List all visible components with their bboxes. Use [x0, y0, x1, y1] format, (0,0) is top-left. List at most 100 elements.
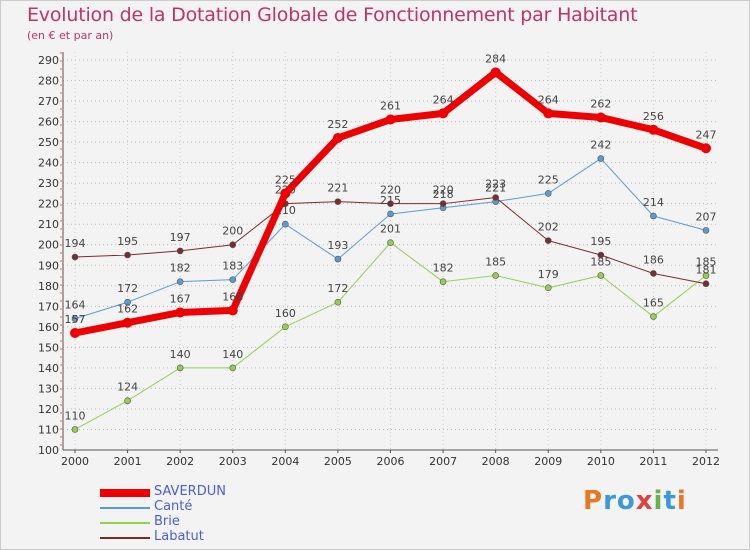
- data-point-labatut: [439, 200, 447, 207]
- data-point-cante: [387, 210, 394, 218]
- data-label-saverdun: 284: [485, 52, 506, 65]
- data-label-brie: 201: [380, 223, 401, 236]
- data-label-cante: 242: [590, 139, 611, 152]
- data-point-saverdun: [280, 188, 291, 199]
- data-label-saverdun: 261: [380, 100, 401, 113]
- data-point-cante: [282, 220, 289, 228]
- x-tick-label: 2008: [482, 455, 510, 468]
- legend-label: Canté: [154, 499, 193, 514]
- x-tick-label: 2010: [587, 455, 615, 468]
- data-point-brie: [650, 313, 657, 320]
- data-label-saverdun: 264: [538, 93, 559, 106]
- data-label-saverdun: 247: [696, 128, 717, 141]
- data-point-cante: [334, 255, 342, 263]
- data-label-cante: 207: [696, 210, 717, 223]
- data-label-brie: 124: [117, 381, 138, 394]
- data-label-labatut: 195: [590, 235, 611, 248]
- y-tick-label: 290: [38, 54, 59, 67]
- data-point-cante: [544, 190, 552, 197]
- legend-label: Labatut: [154, 529, 204, 544]
- y-tick-label: 200: [38, 239, 59, 252]
- data-label-brie: 140: [170, 348, 191, 361]
- data-point-brie: [71, 426, 79, 433]
- data-point-saverdun: [438, 108, 449, 119]
- data-point-labatut: [229, 241, 237, 249]
- y-tick-label: 160: [38, 321, 59, 334]
- data-point-saverdun: [122, 317, 133, 328]
- data-label-brie: 182: [433, 262, 454, 275]
- data-point-saverdun: [70, 328, 80, 338]
- y-tick-label: 210: [38, 218, 59, 231]
- logo-letter: r: [603, 486, 617, 516]
- y-tick-label: 140: [38, 362, 59, 375]
- data-label-labatut: 197: [170, 231, 191, 244]
- data-label-brie: 185: [696, 256, 717, 269]
- data-point-brie: [282, 323, 289, 331]
- data-label-saverdun: 168: [222, 290, 243, 303]
- legend-swatch: [100, 507, 150, 509]
- y-tick-label: 170: [38, 300, 59, 313]
- chart-subtitle: (en € et par an): [27, 29, 114, 42]
- data-point-brie: [176, 364, 184, 372]
- data-point-brie: [229, 364, 237, 372]
- data-label-brie: 160: [275, 307, 296, 320]
- data-point-saverdun: [332, 133, 343, 143]
- data-label-labatut: 202: [538, 221, 559, 234]
- data-label-saverdun: 252: [327, 118, 348, 131]
- data-point-brie: [439, 278, 447, 285]
- x-tick-label: 2001: [114, 455, 142, 468]
- proxiti-logo: Proxiti: [583, 486, 687, 516]
- data-point-saverdun: [227, 305, 238, 316]
- data-point-brie: [387, 239, 394, 246]
- logo-letter: i: [653, 486, 664, 516]
- data-point-saverdun: [385, 114, 396, 125]
- data-label-cante: 214: [643, 196, 664, 209]
- data-point-saverdun: [543, 108, 554, 119]
- legend-swatch: [100, 522, 150, 524]
- data-point-brie: [334, 298, 342, 306]
- data-point-saverdun: [648, 124, 659, 135]
- legend-swatch: [100, 537, 150, 539]
- y-tick-label: 150: [38, 341, 59, 354]
- y-tick-label: 270: [38, 95, 59, 108]
- data-point-labatut: [71, 253, 79, 261]
- data-point-cante: [124, 298, 131, 306]
- data-label-labatut: 195: [117, 235, 138, 248]
- x-tick-label: 2011: [639, 455, 667, 468]
- data-point-labatut: [650, 270, 657, 277]
- chart-title: Evolution de la Dotation Globale de Fonc…: [27, 4, 638, 26]
- data-label-brie: 185: [485, 256, 506, 269]
- y-tick-label: 120: [38, 403, 59, 416]
- line-chart: 1001101201301401501601701801902002102202…: [38, 52, 720, 468]
- data-label-cante: 183: [222, 260, 243, 273]
- data-label-saverdun: 225: [275, 173, 296, 186]
- data-point-labatut: [387, 200, 394, 207]
- data-point-cante: [650, 212, 657, 220]
- data-point-labatut: [176, 247, 184, 255]
- data-label-cante: 218: [433, 188, 454, 201]
- data-point-brie: [597, 272, 605, 279]
- y-tick-label: 100: [38, 444, 59, 457]
- data-point-labatut: [124, 251, 131, 259]
- logo-letter: t: [663, 486, 677, 516]
- data-label-saverdun: 264: [433, 93, 454, 106]
- data-point-cante: [176, 278, 184, 285]
- data-label-saverdun: 157: [65, 313, 86, 326]
- data-point-brie: [124, 397, 131, 405]
- data-point-saverdun: [490, 67, 501, 78]
- y-tick-label: 280: [38, 75, 59, 88]
- data-label-brie: 165: [643, 297, 664, 310]
- data-label-labatut: 220: [433, 184, 454, 197]
- data-point-brie: [702, 272, 710, 279]
- x-tick-label: 2009: [534, 455, 562, 468]
- legend-label: SAVERDUN: [154, 484, 226, 499]
- y-tick-label: 240: [38, 157, 59, 170]
- data-label-brie: 172: [327, 282, 348, 295]
- data-point-labatut: [702, 280, 710, 288]
- logo-letter: o: [616, 486, 636, 516]
- x-tick-label: 2004: [271, 455, 299, 468]
- data-label-cante: 225: [538, 173, 559, 186]
- data-point-labatut: [597, 251, 605, 259]
- legend-label: Brie: [154, 514, 180, 529]
- data-label-labatut: 200: [222, 225, 243, 238]
